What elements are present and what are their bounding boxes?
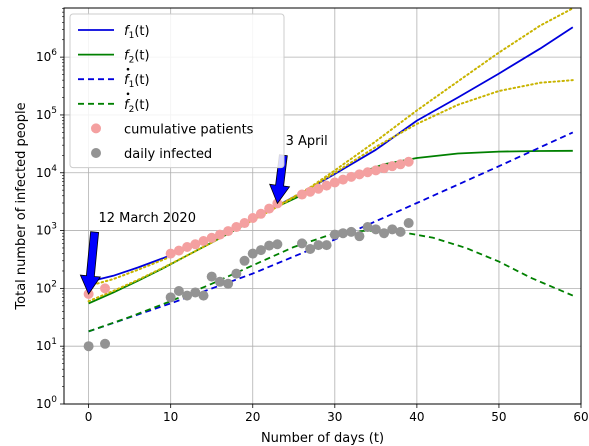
scatter-point-7: [296, 238, 307, 249]
scatter-point-7: [83, 341, 94, 352]
scatter-point-7: [198, 290, 209, 301]
y-tick-label: 102: [36, 279, 57, 295]
scatter-point-6: [173, 245, 184, 256]
scatter-point-6: [395, 159, 406, 170]
y-axis-label: Total number of infected people: [14, 102, 29, 310]
scatter-point-6: [182, 241, 193, 252]
y-tick-label: 105: [36, 106, 57, 122]
scatter-point-6: [338, 174, 349, 185]
scatter-point-7: [321, 240, 332, 251]
annotation-arrow: [269, 154, 291, 205]
scatter-point-6: [231, 222, 242, 233]
scatter-point-6: [223, 226, 234, 237]
scatter-point-7: [100, 338, 111, 349]
scatter-point-6: [206, 232, 217, 243]
scatter-point-6: [165, 248, 176, 259]
legend-label: f1(t): [124, 24, 150, 41]
scatter-point-6: [239, 218, 250, 229]
y-tick-label: 100: [36, 395, 57, 411]
scatter-point-7: [206, 271, 217, 282]
scatter-point-6: [305, 186, 316, 197]
y-tick-label: 103: [36, 222, 57, 238]
legend-marker: [91, 148, 101, 158]
scatter-point-7: [272, 239, 283, 250]
scatter-point-7: [329, 229, 340, 240]
annotation-label: 3 April: [286, 134, 328, 149]
scatter-point-6: [198, 236, 209, 247]
scatter-point-7: [370, 224, 381, 235]
series-line-4: [87, 7, 574, 287]
legend-label: f2(t): [124, 98, 150, 115]
scatter-point-7: [346, 226, 357, 237]
scatter-point-7: [255, 245, 266, 256]
series-line-5: [87, 79, 574, 303]
scatter-point-6: [346, 171, 357, 182]
scatter-point-7: [182, 290, 193, 301]
legend-marker: [91, 123, 101, 134]
scatter-point-6: [190, 239, 201, 250]
annotation-label: 12 March 2020: [98, 211, 196, 226]
y-tick-label: 101: [36, 337, 57, 353]
scatter-point-6: [362, 167, 373, 178]
scatter-point-7: [239, 255, 250, 266]
scatter-point-7: [165, 292, 176, 303]
legend-label: cumulative patients: [124, 122, 254, 137]
legend-box: [69, 13, 285, 169]
legend-label: daily infected: [124, 147, 212, 162]
scatter-point-6: [403, 156, 414, 167]
scatter-point-7: [231, 268, 242, 279]
scatter-point-7: [354, 231, 365, 242]
scatter-point-7: [305, 243, 316, 254]
scatter-point-6: [296, 189, 307, 200]
scatter-point-6: [255, 208, 266, 219]
x-tick-label: 40: [409, 410, 424, 424]
scatter-point-6: [379, 163, 390, 174]
x-tick-label: 50: [491, 410, 506, 424]
y-tick-label: 106: [36, 48, 57, 64]
scatter-point-7: [362, 222, 373, 233]
x-tick-label: 10: [163, 410, 178, 424]
scatter-point-6: [264, 203, 275, 214]
scatter-point-6: [387, 161, 398, 172]
scatter-point-6: [247, 212, 258, 223]
legend-label: f2(t): [124, 49, 150, 66]
annotation-arrow: [79, 231, 102, 295]
scatter-point-7: [223, 278, 234, 289]
scatter-point-7: [403, 218, 414, 229]
scatter-point-7: [173, 286, 184, 297]
y-tick-label: 104: [36, 164, 57, 180]
x-tick-label: 20: [245, 410, 260, 424]
legend-label: f1(t): [124, 73, 150, 90]
scatter-point-7: [214, 276, 225, 287]
scatter-point-6: [214, 229, 225, 240]
scatter-point-7: [190, 287, 201, 298]
scatter-point-6: [313, 183, 324, 194]
scatter-point-7: [313, 240, 324, 251]
annotations: 12 March 2020 3 April: [79, 134, 328, 295]
x-tick-label: 0: [85, 410, 93, 424]
x-axis-label: Number of days (t): [261, 431, 384, 446]
scatter-point-6: [100, 283, 111, 294]
legend-derivative-dot: [126, 67, 130, 71]
scatter-point-7: [247, 248, 258, 259]
plot-frame: [63, 7, 582, 405]
scatter-point-7: [395, 226, 406, 237]
scatter-point-6: [354, 169, 365, 180]
legend: f1(t) f2(t) f1(t) f2(t) cumulative patients d…: [69, 13, 285, 169]
legend-derivative-dot: [126, 92, 130, 96]
scatter-point-6: [321, 180, 332, 191]
x-tick-label: 60: [573, 410, 588, 424]
scatter-point-6: [370, 165, 381, 176]
scatter-point-7: [264, 240, 275, 251]
scatter-point-7: [379, 228, 390, 239]
scatter-layer: [83, 156, 414, 352]
axis-ticks: 0 10 20 30 40 50 60 100 101 102 103 104 105 106: [36, 7, 589, 424]
x-tick-label: 30: [327, 410, 342, 424]
scatter-point-7: [387, 224, 398, 235]
scatter-point-7: [338, 228, 349, 239]
scatter-point-6: [329, 177, 340, 188]
